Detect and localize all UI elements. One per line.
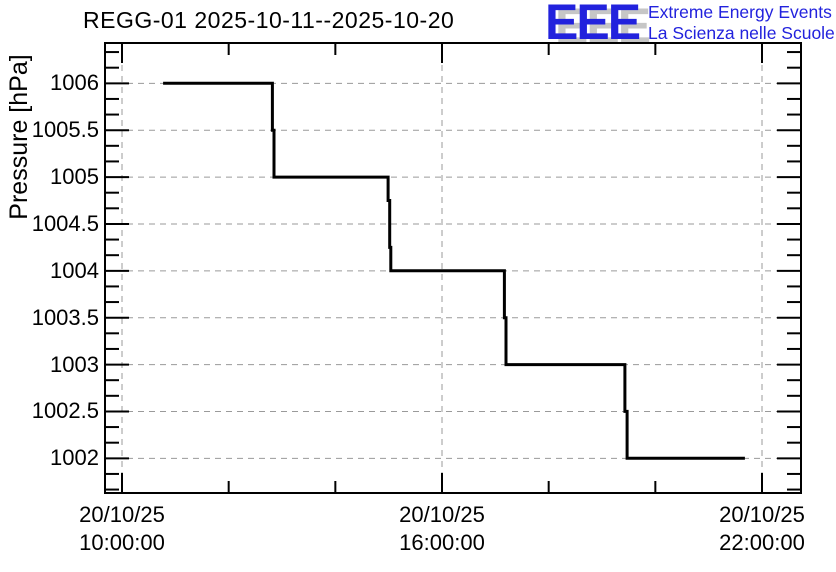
y-tick-label: 1002.5 [31, 398, 99, 423]
y-tick-label: 1005 [50, 164, 99, 189]
x-tick-label: 20/10/25 22:00:00 [680, 501, 836, 557]
y-tick-label: 1003 [50, 352, 99, 377]
pressure-step-line [163, 81, 745, 460]
y-tick-label: 1004.5 [31, 211, 99, 236]
y-tick-label: 1003.5 [31, 305, 99, 330]
x-tick-time: 10:00:00 [79, 530, 165, 555]
chart-title: REGG-01 2025-10-11--2025-10-20 [83, 7, 455, 33]
eee-logo: EEE EEE Extreme Energy Events La Scienza… [545, 0, 835, 51]
x-tick-label: 20/10/25 16:00:00 [360, 501, 524, 557]
y-tick-label: 1005.5 [31, 117, 99, 142]
eee-logo-subtitle-line2: La Scienza nelle Scuole [648, 23, 835, 43]
x-tick-date: 20/10/25 [79, 502, 165, 527]
plot-frame [104, 42, 802, 494]
eee-logo-subtitle: Extreme Energy Events La Scienza nelle S… [648, 2, 835, 44]
eee-logo-subtitle-line1: Extreme Energy Events [648, 2, 832, 22]
x-tick-label: 20/10/25 10:00:00 [40, 501, 204, 557]
axis-ticks [105, 43, 801, 493]
eee-logo-text: EEE [545, 0, 641, 50]
y-tick-label: 1002 [50, 445, 99, 470]
x-tick-time: 22:00:00 [719, 530, 805, 555]
x-tick-time: 16:00:00 [399, 530, 485, 555]
y-tick-label: 1004 [50, 258, 99, 283]
x-tick-date: 20/10/25 [399, 502, 485, 527]
x-tick-date: 20/10/25 [719, 502, 805, 527]
grid-lines [105, 43, 801, 493]
y-tick-label: 1006 [50, 70, 99, 95]
